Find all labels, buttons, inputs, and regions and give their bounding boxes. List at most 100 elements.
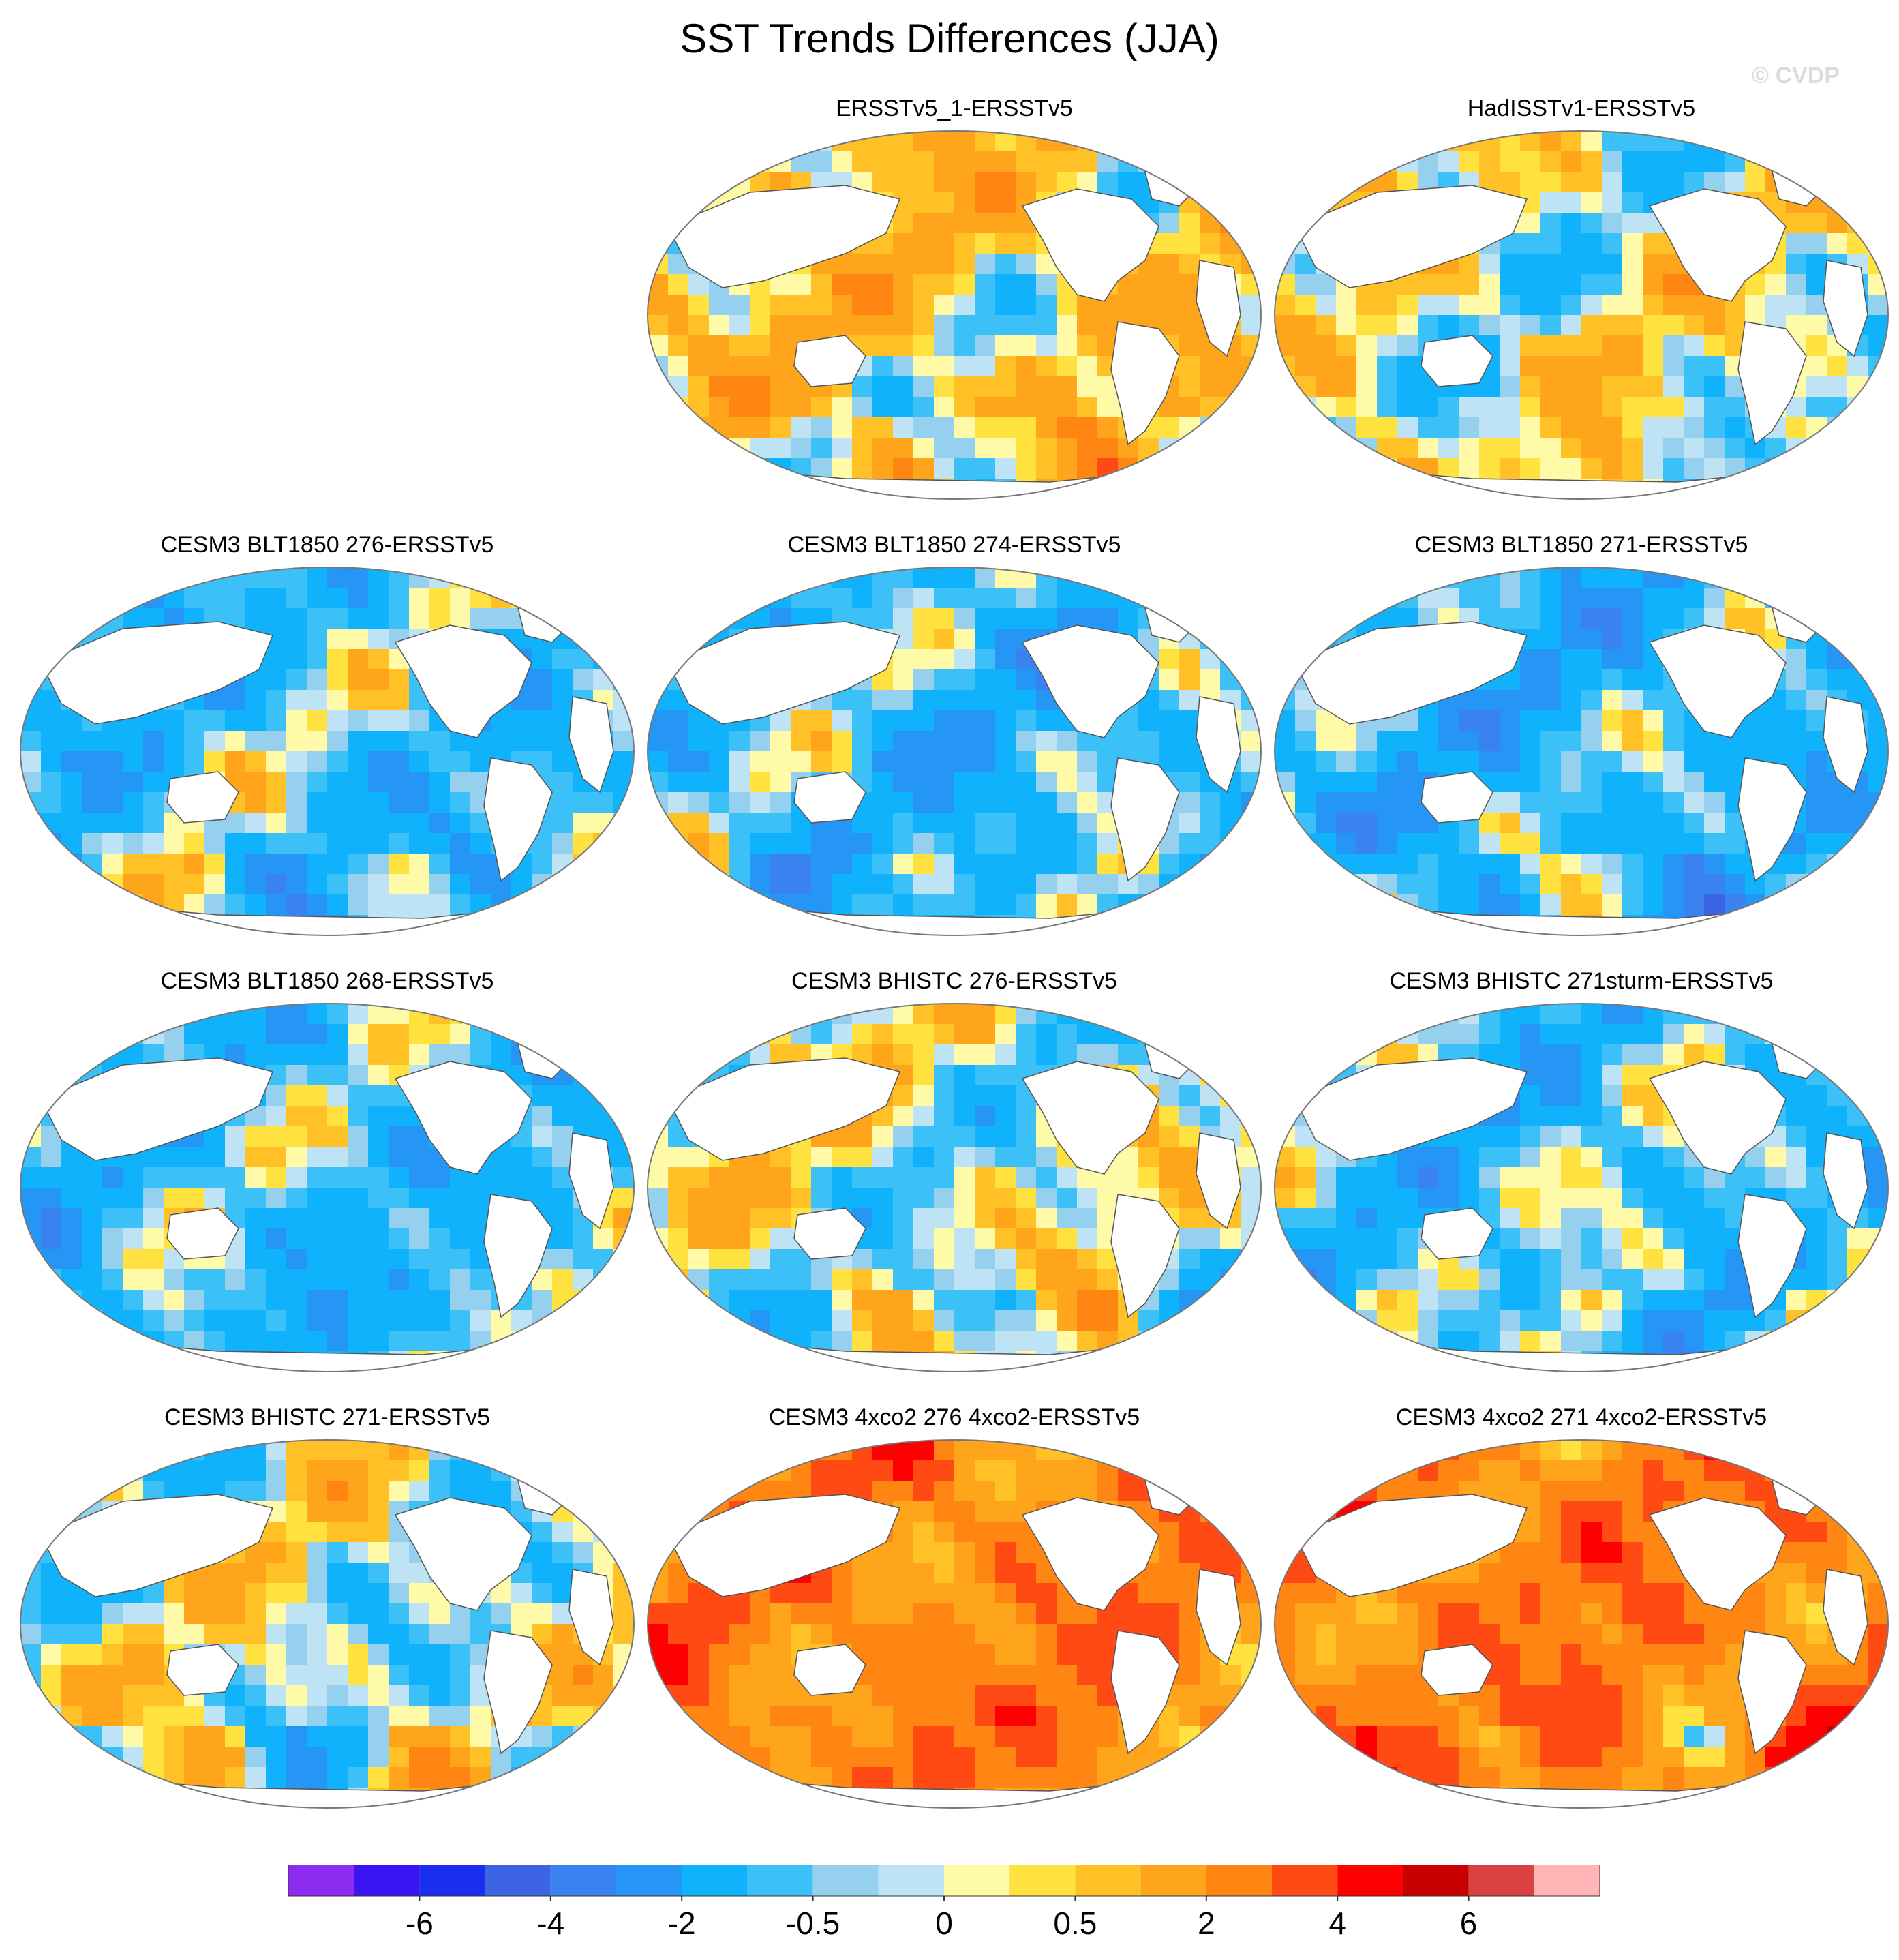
sst-cell <box>852 1310 873 1331</box>
sst-cell <box>1459 1310 1480 1331</box>
sst-cell <box>1336 376 1357 397</box>
sst-cell <box>184 1147 205 1168</box>
sst-cell <box>1220 649 1241 670</box>
sst-cell <box>164 1269 185 1291</box>
sst-cell <box>470 1188 491 1209</box>
sst-cell <box>613 915 634 935</box>
sst-cell <box>975 1208 996 1229</box>
sst-cell <box>1459 458 1480 479</box>
sst-cell <box>389 1685 410 1706</box>
sst-cell <box>1479 1126 1500 1147</box>
sst-cell <box>729 356 750 377</box>
sst-cell <box>1786 915 1807 935</box>
sst-cell <box>1827 669 1848 691</box>
land-mass <box>1110 321 1180 446</box>
sst-cell <box>1016 376 1037 397</box>
sst-cell <box>450 813 471 834</box>
sst-cell <box>1520 1024 1541 1045</box>
sst-cell <box>1663 1269 1684 1291</box>
sst-cell <box>573 1522 594 1543</box>
sst-cell <box>307 751 328 772</box>
sst-cell <box>688 397 710 418</box>
sst-cell <box>307 874 328 895</box>
sst-cell <box>1602 1290 1623 1311</box>
sst-cell <box>1316 397 1337 418</box>
sst-cell <box>123 1481 144 1502</box>
sst-cell <box>1602 1269 1623 1291</box>
sst-cell <box>1200 192 1221 213</box>
sst-cell <box>286 1747 307 1768</box>
sst-cell <box>1520 854 1541 875</box>
sst-cell <box>1336 151 1357 172</box>
sst-cell <box>1561 254 1582 275</box>
sst-cell <box>1077 438 1098 459</box>
sst-cell <box>995 894 1016 916</box>
sst-cell <box>1622 1269 1643 1291</box>
sst-cell <box>102 1269 123 1291</box>
sst-cell <box>1459 710 1480 732</box>
sst-cell <box>1159 1310 1180 1331</box>
sst-cell <box>729 1269 750 1291</box>
sst-cell <box>1540 417 1562 438</box>
sst-cell <box>1016 1126 1037 1147</box>
sst-cell <box>1077 894 1098 916</box>
sst-cell <box>593 1085 614 1106</box>
sst-cell <box>1356 833 1378 854</box>
sst-cell <box>82 1249 103 1270</box>
sst-cell <box>41 1351 62 1372</box>
sst-cell <box>307 1481 328 1502</box>
sst-cell <box>1077 874 1098 895</box>
sst-cell <box>791 151 812 172</box>
map-border <box>20 567 635 936</box>
sst-cell <box>954 131 975 152</box>
sst-cell <box>832 315 853 336</box>
sst-cell <box>82 1228 103 1250</box>
sst-cell <box>995 854 1016 875</box>
sst-cell <box>648 588 669 609</box>
sst-cell <box>1827 1269 1848 1291</box>
sst-cell <box>1200 1085 1221 1106</box>
sst-cell <box>123 1310 144 1331</box>
sst-cell <box>123 1440 144 1461</box>
sst-cell <box>770 315 791 336</box>
sst-cell <box>573 1706 594 1727</box>
sst-cell <box>184 1726 205 1747</box>
sst-cell <box>1581 751 1602 772</box>
sst-cell <box>1241 567 1261 588</box>
sst-cell <box>1663 295 1684 316</box>
sst-cell <box>1097 438 1119 459</box>
sst-cell <box>954 1440 975 1461</box>
sst-cell <box>164 1706 185 1727</box>
sst-cell <box>1016 131 1037 152</box>
sst-cell <box>1581 1024 1602 1045</box>
sst-cell <box>245 710 267 732</box>
sst-cell <box>41 1644 62 1665</box>
sst-cell <box>593 874 614 895</box>
sst-cell <box>1868 1085 1888 1106</box>
sst-cell <box>1663 274 1684 295</box>
sst-cell <box>1418 479 1439 499</box>
sst-cell <box>1397 438 1418 459</box>
sst-cell <box>975 1065 996 1086</box>
sst-cell <box>429 1603 451 1625</box>
sst-cell <box>1356 1004 1378 1025</box>
sst-cell <box>368 1726 389 1747</box>
sst-cell <box>1418 397 1439 418</box>
sst-cell <box>245 833 267 854</box>
sst-cell <box>1745 608 1766 629</box>
sst-cell <box>1356 608 1378 629</box>
land-mass <box>1823 260 1868 357</box>
sst-cell <box>1520 254 1541 275</box>
sst-cell <box>82 874 103 895</box>
sst-cell <box>1377 295 1398 316</box>
sst-cell <box>266 649 287 670</box>
sst-cell <box>1806 1208 1827 1229</box>
sst-cell <box>164 1583 185 1604</box>
sst-cell <box>1077 151 1098 172</box>
sst-cell <box>389 1726 410 1747</box>
sst-cell <box>729 172 750 193</box>
sst-cell <box>1786 731 1807 752</box>
sst-cell <box>1540 813 1562 834</box>
sst-cell <box>1241 131 1261 152</box>
sst-cell <box>61 915 82 935</box>
